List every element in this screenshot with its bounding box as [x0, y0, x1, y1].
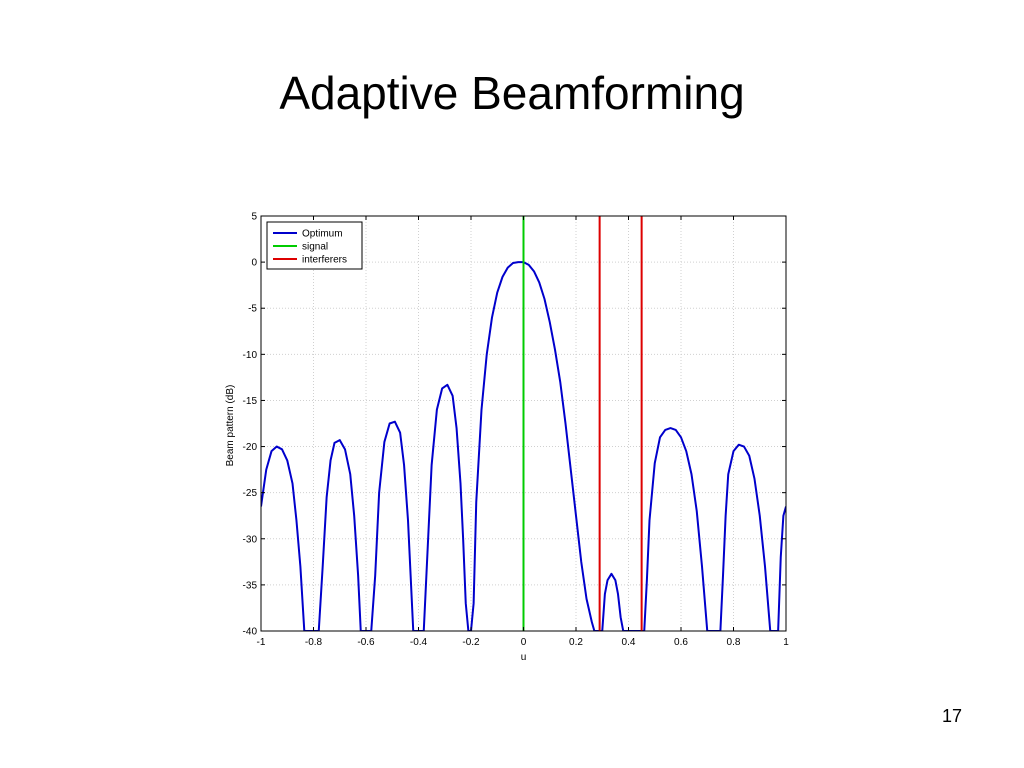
x-tick-label: -0.4: [410, 637, 428, 648]
axis-ticks: -1 -0.8 -0.6 -0.4 -0.2 0 0.2 0.4 0.6 0.8 1 5 0 -5 -10 -…: [243, 212, 790, 649]
x-tick-label: 0.8: [727, 637, 741, 648]
y-tick-label: -35: [243, 580, 258, 591]
y-tick-label: -25: [243, 488, 258, 499]
series-optimum-line: [261, 261, 786, 631]
y-tick-label: -20: [243, 442, 258, 453]
legend-entry-label: interferers: [302, 255, 347, 266]
legend-entry-label: Optimum: [302, 229, 343, 240]
x-tick-label: 0.4: [622, 637, 636, 648]
y-tick-label: -10: [243, 350, 258, 361]
slide-title: Adaptive Beamforming: [279, 67, 745, 119]
plot-series: [261, 216, 786, 631]
x-tick-label: 0.2: [569, 637, 583, 648]
x-tick-label: -1: [257, 637, 266, 648]
x-tick-label: -0.6: [357, 637, 375, 648]
y-tick-label: -30: [243, 534, 258, 545]
legend-entry-label: signal: [302, 242, 328, 253]
x-axis-label: u: [521, 652, 527, 663]
x-tick-label: 0: [521, 637, 527, 648]
y-tick-label: -15: [243, 396, 258, 407]
legend: Optimum signal interferers: [266, 221, 363, 270]
y-tick-label: 0: [251, 258, 257, 269]
page-number: 17: [941, 706, 962, 726]
y-tick-label: -5: [248, 304, 257, 315]
x-tick-label: -0.2: [462, 637, 480, 648]
y-tick-label: -40: [243, 627, 258, 638]
x-tick-label: -0.8: [305, 637, 323, 648]
x-tick-label: 1: [783, 637, 789, 648]
y-axis-label: Beam pattern (dB): [225, 385, 236, 467]
y-tick-label: 5: [251, 212, 257, 223]
x-tick-label: 0.6: [674, 637, 688, 648]
